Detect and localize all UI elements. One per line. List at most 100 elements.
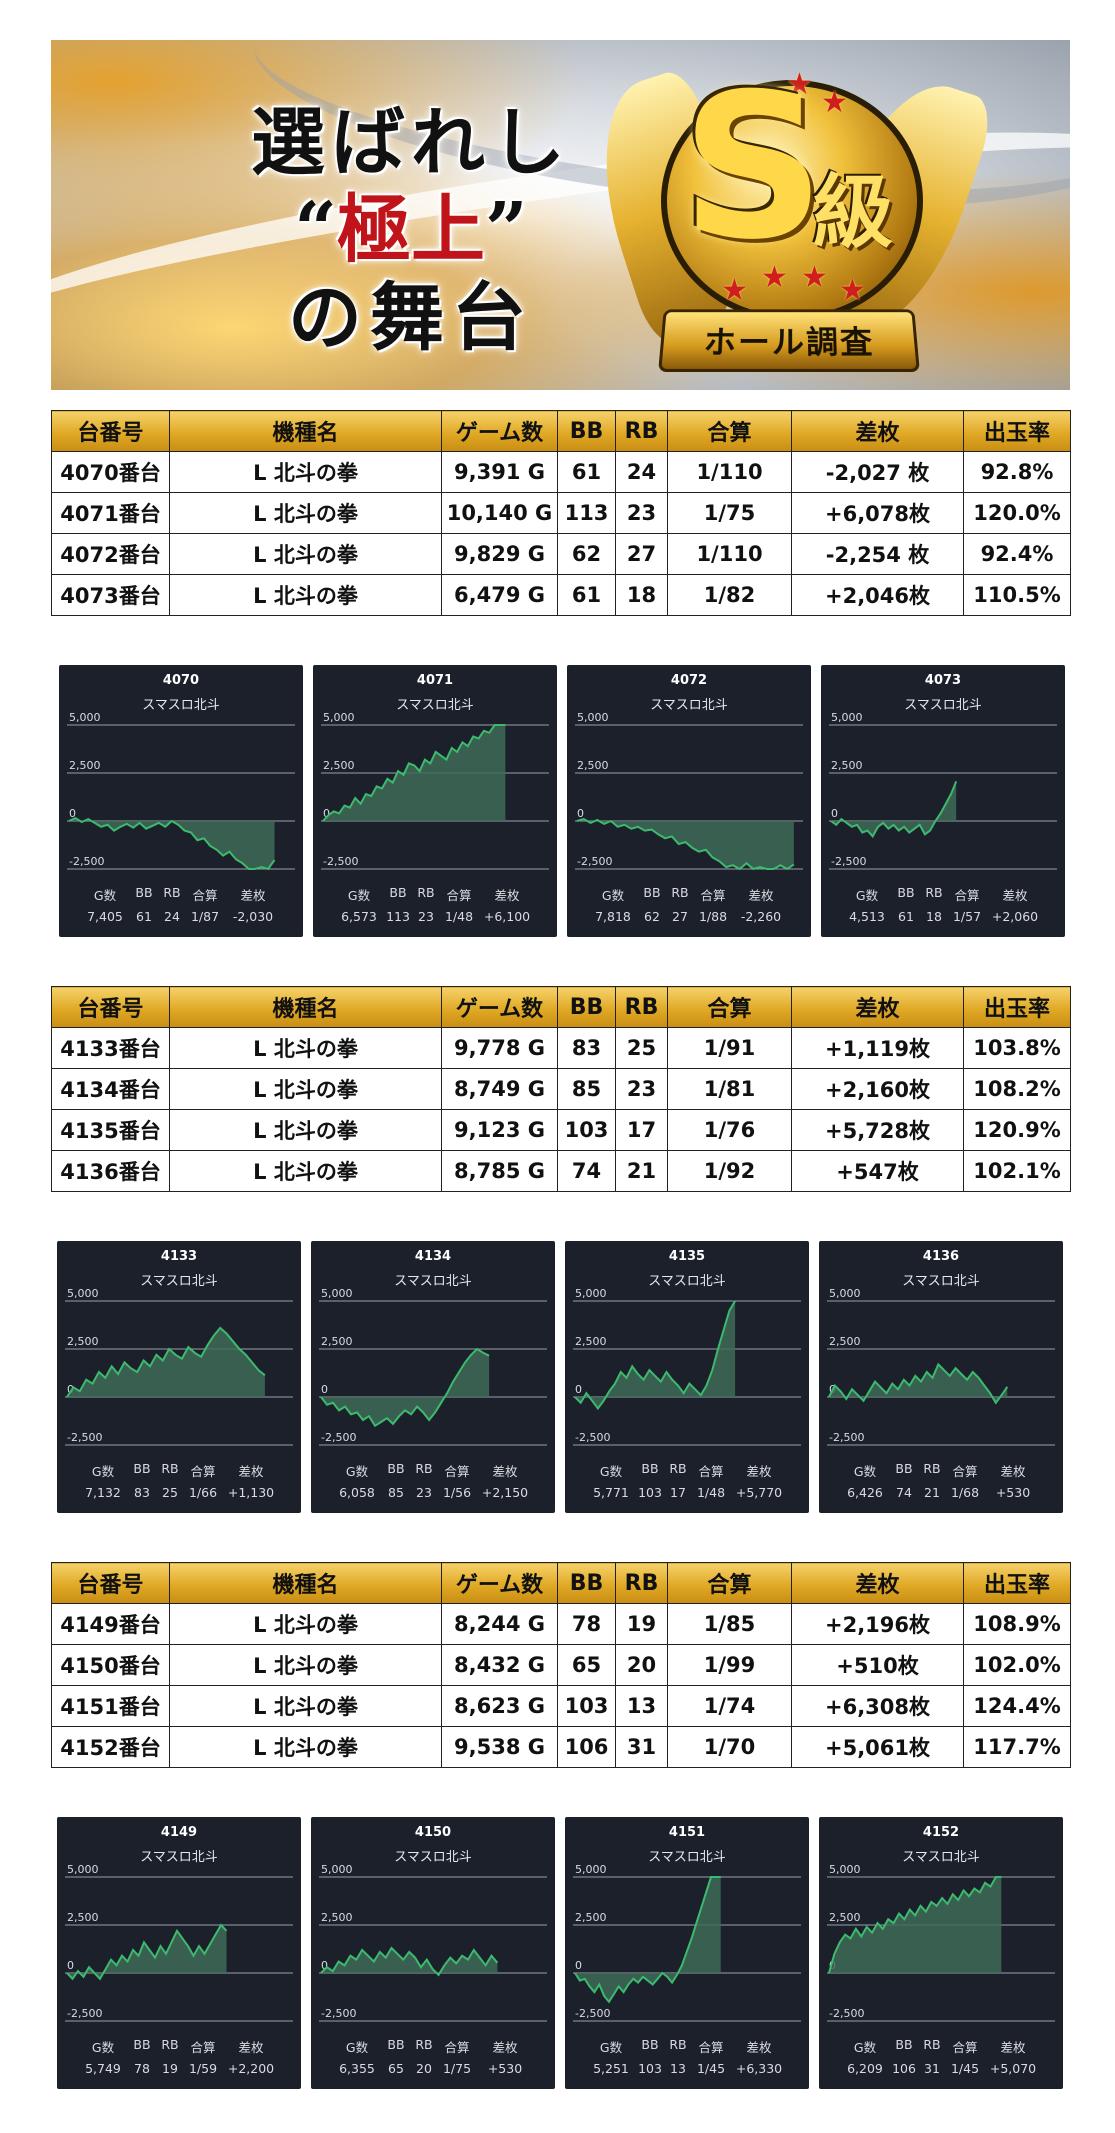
y-tick-label: 2,500 [69, 759, 101, 772]
graph-stat-label-row: G数 BB RB 合算 差枚 [311, 1461, 555, 1480]
rb-cell: 31 [615, 1726, 668, 1768]
graph-stat-label-diff: 差枚 [1002, 888, 1028, 903]
graph-stat-label-rb: RB [671, 885, 689, 900]
table-header-row: 台番号 機種名 ゲーム数 BB RB 合算 差枚 出玉率 [51, 410, 1071, 452]
graph-machine-name: スマスロ北斗 [650, 698, 728, 713]
hero-banner: 選ばれし “極上” の舞台 ★ ★ ★ ★ ★ ★ ★ S 級 ホール調査 [51, 40, 1070, 390]
machine-name-cell: L 北斗の拳 [169, 451, 442, 493]
graph-stat-label-bb: BB [641, 2037, 659, 2052]
diff-cell: +510枚 [791, 1644, 964, 1686]
graph-line [320, 1347, 490, 1428]
graph-stat-label-total: 合算 [954, 888, 980, 903]
rb-cell: 27 [615, 533, 668, 575]
games-cell: 8,785 G [441, 1150, 558, 1192]
graph-line [322, 724, 506, 822]
graph-stat-label-rb: RB [669, 2037, 687, 2052]
graph-area [321, 1948, 498, 1975]
graph-stat-label-rb: RB [923, 1461, 941, 1476]
y-tick-label: 0 [67, 1383, 74, 1396]
graph-machine-no: 4072 [670, 673, 708, 688]
graph-machine-name: スマスロ北斗 [904, 698, 982, 713]
machine-name-cell: L 北斗の拳 [169, 1726, 442, 1768]
graph-line [68, 816, 276, 871]
graph-stat-value-total: 1/45 [950, 2061, 980, 2076]
y-tick-label: 5,000 [575, 1287, 607, 1300]
graph-stat-label-bb: BB [135, 885, 153, 900]
slump-graph-card: 4149 スマスロ北斗 5,000 2,500 0 -2,500 G数 BB RB 合算 差枚 5,7… [57, 1817, 301, 2089]
col-bb-header: BB [557, 1562, 616, 1604]
star-icon: ★ [751, 85, 778, 120]
table-row: 4134番台 L 北斗の拳 8,749 G 85 23 1/81 +2,160枚 108.2% [51, 1068, 1071, 1110]
table-row: 4151番台 L 北斗の拳 8,623 G 103 13 1/74 +6,308枚 124.4… [51, 1685, 1071, 1727]
rb-cell: 17 [615, 1109, 668, 1151]
graph-stat-label-row: G数 BB RB 合算 差枚 [565, 2037, 809, 2056]
graph-line [574, 1300, 736, 1411]
graph-area [321, 1349, 490, 1426]
graph-stat-label-rb: RB [415, 2037, 433, 2052]
graph-stat-value-rb: 31 [924, 2061, 940, 2076]
graph-stat-value-rb: 23 [416, 1485, 432, 1500]
graph-stat-value-bb: 85 [388, 1485, 404, 1500]
graph-stat-value-total: 1/48 [444, 909, 474, 924]
rb-cell: 25 [615, 1027, 668, 1069]
col-machine-no-header: 台番号 [51, 410, 170, 452]
machine-no-cell: 4151番台 [51, 1685, 170, 1727]
slump-graph-card: 4071 スマスロ北斗 5,000 2,500 0 -2,500 G数 BB RB 合算 差枚 6,5… [313, 665, 557, 937]
results-table: 台番号 機種名 ゲーム数 BB RB 合算 差枚 出玉率 4070番台 L 北斗の拳 9,391 G… [51, 410, 1071, 616]
graph-stat-label-bb: BB [387, 1461, 405, 1476]
graph-stat-value-g: 7,132 [85, 1485, 121, 1500]
rb-cell: 23 [615, 492, 668, 534]
graph-stat-value-diff: +2,150 [481, 1485, 529, 1500]
payout-rate-cell: 102.1% [963, 1150, 1071, 1192]
graph-stat-value-total: 1/45 [696, 2061, 726, 2076]
y-tick-label: 0 [575, 1959, 582, 1972]
graph-stat-label-rb: RB [669, 1461, 687, 1476]
diff-cell: -2,027 枚 [791, 451, 964, 493]
graph-area [831, 781, 957, 837]
graph-stat-label-bb: BB [389, 885, 407, 900]
graph-stat-value-rb: 20 [416, 2061, 432, 2076]
machine-no-cell: 4070番台 [51, 451, 170, 493]
graph-stat-label-row: G数 BB RB 合算 差枚 [57, 2037, 301, 2056]
games-cell: 8,244 G [441, 1603, 558, 1645]
graph-stat-label-total: 合算 [444, 1464, 470, 1479]
graph-line [576, 818, 795, 871]
graph-stat-value-bb: 83 [134, 1485, 150, 1500]
col-games-header: ゲーム数 [441, 986, 558, 1028]
graph-stat-label-row: G数 BB RB 合算 差枚 [57, 1461, 301, 1480]
machine-no-cell: 4152番台 [51, 1726, 170, 1768]
graph-stat-label-rb: RB [923, 2037, 941, 2052]
slump-graph-card: 4150 スマスロ北斗 5,000 2,500 0 -2,500 G数 BB RB 合算 差枚 6,3… [311, 1817, 555, 2089]
s-rank-badge: ★ ★ ★ ★ ★ ★ ★ S 級 ホール調査 [573, 51, 999, 378]
graph-stat-value-diff: +5,770 [735, 1485, 783, 1500]
bb-cell: 113 [557, 492, 616, 534]
table-row: 4149番台 L 北斗の拳 8,244 G 78 19 1/85 +2,196枚 108.9% [51, 1603, 1071, 1645]
graph-stat-value-diff: +6,100 [483, 909, 531, 924]
graph-stat-value-total: 1/56 [442, 1485, 472, 1500]
graph-stat-label-diff: 差枚 [238, 2040, 264, 2055]
graph-machine-no: 4152 [922, 1825, 960, 1840]
graph-machine-name: スマスロ北斗 [902, 1850, 980, 1865]
graph-stat-value-rb: 17 [670, 1485, 686, 1500]
y-tick-label: 2,500 [829, 1911, 861, 1924]
graph-stat-label-row: G数 BB RB 合算 差枚 [565, 1461, 809, 1480]
machine-no-cell: 4149番台 [51, 1603, 170, 1645]
graph-stat-label-g: G数 [855, 888, 879, 903]
diff-cell: -2,254 枚 [791, 533, 964, 575]
col-games-header: ゲーム数 [441, 1562, 558, 1604]
graph-stat-label-row: G数 BB RB 合算 差枚 [311, 2037, 555, 2056]
y-tick-label: 5,000 [575, 1863, 607, 1876]
graph-machine-no: 4149 [160, 1825, 198, 1840]
banner-title-line2: “極上” [294, 187, 528, 274]
badge-letter: S [681, 51, 826, 284]
graph-stat-label-row: G数 BB RB 合算 差枚 [819, 1461, 1063, 1480]
col-rb-header: RB [615, 410, 668, 452]
graph-stat-value-diff: +5,070 [989, 2061, 1037, 2076]
graph-stat-label-g: G数 [345, 2040, 369, 2055]
graph-stat-label-bb: BB [895, 1461, 913, 1476]
